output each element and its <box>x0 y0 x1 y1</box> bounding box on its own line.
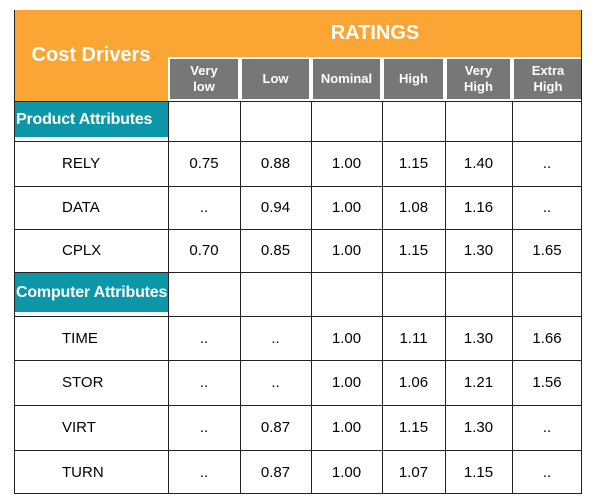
rating-value: 1.15 <box>463 463 494 481</box>
ratings-header: RATINGS <box>168 10 582 57</box>
rating-value: 1.56 <box>532 374 562 391</box>
rating-value: 1.30 <box>463 329 494 347</box>
rating-value: 0.88 <box>260 155 291 172</box>
table-bottom-border <box>14 493 582 494</box>
rating-value: 1.00 <box>331 419 362 436</box>
cost-driver-name: STOR <box>62 374 104 391</box>
rating-value: .. <box>271 329 280 347</box>
column-divider <box>512 101 513 494</box>
table-left-border <box>14 10 15 494</box>
row-divider <box>14 186 582 187</box>
rating-column-label-line: Very <box>190 63 218 78</box>
rating-value: 1.15 <box>398 155 429 172</box>
rating-value: .. <box>542 199 552 216</box>
rating-value: .. <box>199 199 209 216</box>
rating-value: 1.15 <box>398 242 429 259</box>
row-divider <box>14 450 582 451</box>
rating-value: 1.15 <box>398 419 429 436</box>
row-divider <box>14 405 582 406</box>
rating-column-label-line: low <box>193 79 215 94</box>
row-divider <box>14 316 582 317</box>
rating-value: .. <box>199 329 209 347</box>
rating-value: 1.00 <box>331 199 362 216</box>
rating-value: 1.21 <box>463 374 494 391</box>
rating-column-label-line: High <box>533 79 563 94</box>
rating-value: 1.30 <box>463 242 494 259</box>
table-right-border <box>581 10 582 494</box>
rating-value: .. <box>542 155 552 172</box>
rating-column-label-line: Extra <box>531 63 565 78</box>
rating-column-label: Very low <box>190 63 217 95</box>
rating-value: 1.07 <box>398 463 429 481</box>
column-divider <box>445 101 446 494</box>
rating-column-label: High <box>399 71 428 87</box>
rating-column-header: Very low <box>170 59 238 99</box>
rating-column-label: Very High <box>464 63 493 95</box>
rating-column-label-line: Very <box>464 63 493 78</box>
rating-value: 1.30 <box>463 419 494 436</box>
rating-value: 1.06 <box>398 374 429 391</box>
column-divider <box>382 101 383 494</box>
rating-value: 0.87 <box>260 419 291 436</box>
cost-driver-name: TIME <box>62 329 98 347</box>
column-divider <box>311 101 312 494</box>
rating-value: 1.00 <box>331 374 362 391</box>
rating-value: 1.16 <box>463 199 494 216</box>
rating-column-label: Extra High <box>532 63 565 95</box>
cost-driver-name: CPLX <box>62 242 102 259</box>
rating-value: 1.11 <box>399 329 428 347</box>
row-divider <box>14 272 582 273</box>
rating-value: 1.08 <box>398 199 429 216</box>
cost-driver-name: VIRT <box>62 419 96 436</box>
rating-column-label-line: High <box>464 79 493 94</box>
cost-drivers-table: Cost Drivers RATINGS Very low Low Nominal High… <box>14 10 582 494</box>
rating-value: 0.70 <box>189 242 219 259</box>
row-divider <box>14 360 582 361</box>
rating-column-header: Low <box>242 59 309 99</box>
rating-value: 1.40 <box>463 155 494 172</box>
rating-value: 0.75 <box>189 155 219 172</box>
rating-value: .. <box>542 419 552 436</box>
rating-value: .. <box>199 374 209 391</box>
rating-column-label-line: High <box>399 71 428 86</box>
cost-driver-name: TURN <box>62 463 104 481</box>
rating-column-header: High <box>384 59 443 99</box>
rating-value: 1.00 <box>331 242 362 259</box>
row-divider <box>14 229 582 230</box>
rating-value: .. <box>199 463 209 481</box>
rating-column-header: Nominal <box>313 59 380 99</box>
rating-value: 1.00 <box>331 155 362 172</box>
rating-column-label: Low <box>263 71 289 87</box>
rating-column-label: Nominal <box>321 71 372 87</box>
rating-value: 0.85 <box>260 242 291 259</box>
section-header: Computer Attributes <box>14 273 169 312</box>
cost-drivers-header: Cost Drivers <box>14 10 168 101</box>
rating-value: .. <box>271 374 280 391</box>
rating-column-label-line: Nominal <box>320 71 373 86</box>
rating-column-label-line: Low <box>262 71 289 86</box>
rating-value: 1.65 <box>532 242 562 259</box>
column-divider <box>240 101 241 494</box>
rating-column-header: Extra High <box>514 59 582 99</box>
column-divider <box>168 101 169 494</box>
rating-value: .. <box>199 419 209 436</box>
rating-value: 0.87 <box>260 463 291 481</box>
rating-value: 0.94 <box>260 199 291 216</box>
section-header: Product Attributes <box>14 102 169 137</box>
row-divider <box>14 141 582 142</box>
rating-column-header: Very High <box>447 59 510 99</box>
rating-value: 1.00 <box>331 329 362 347</box>
rating-value: 1.66 <box>532 329 562 347</box>
cost-driver-name: RELY <box>62 155 101 172</box>
rating-value: 1.00 <box>331 463 362 481</box>
header-bottom-border <box>14 101 582 102</box>
cost-driver-name: DATA <box>62 199 100 216</box>
rating-value: .. <box>542 463 552 481</box>
